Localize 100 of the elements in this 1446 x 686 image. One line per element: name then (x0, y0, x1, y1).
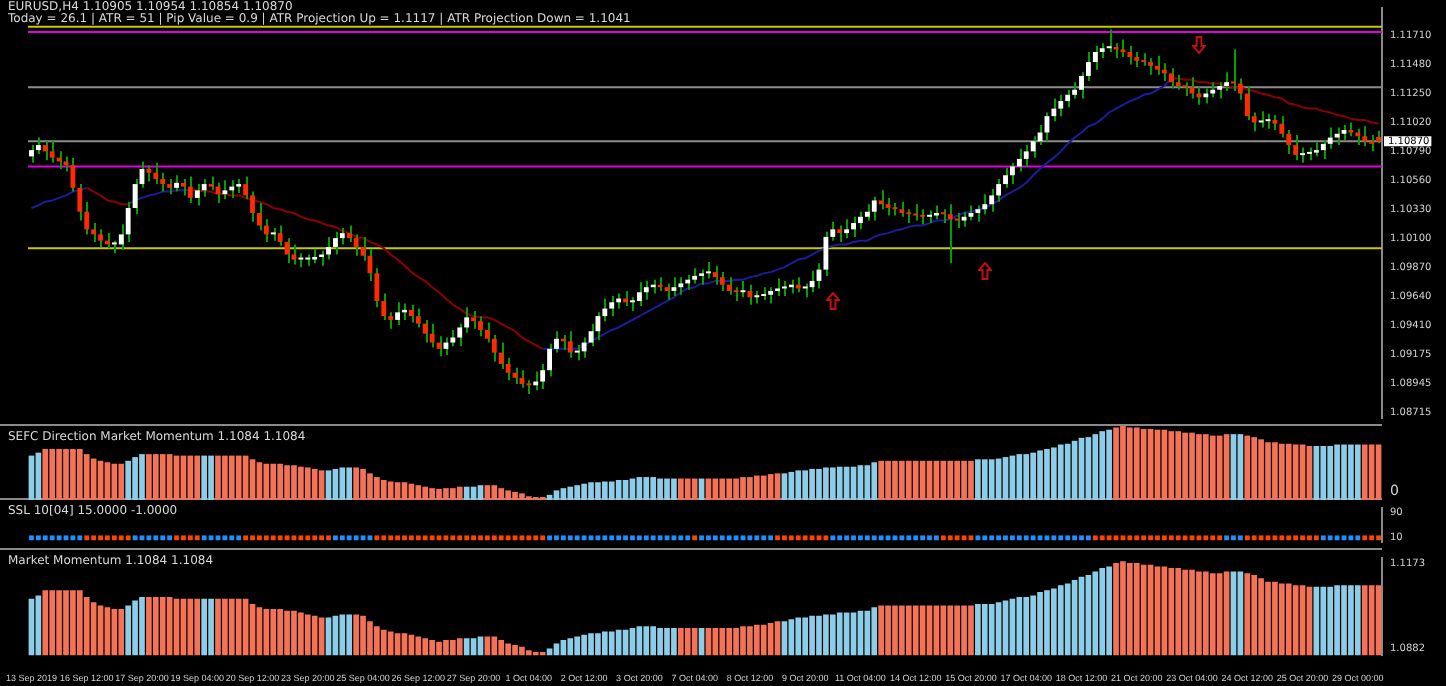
bar (650, 477, 657, 500)
bar (1064, 443, 1071, 500)
candlestick (1320, 139, 1326, 160)
bar (753, 475, 760, 500)
bar (146, 454, 152, 500)
bar (125, 460, 131, 500)
bar (228, 455, 235, 500)
candlestick (1155, 54, 1160, 76)
bar (118, 463, 125, 500)
bar (139, 454, 145, 500)
candlestick (395, 301, 401, 326)
bar (733, 478, 739, 500)
bar (912, 460, 919, 500)
candlestick (1279, 115, 1285, 139)
bar (422, 486, 429, 500)
bar (1285, 443, 1292, 500)
bar (1272, 442, 1278, 500)
bar (463, 486, 470, 500)
bar (795, 470, 802, 500)
bar (988, 459, 995, 500)
candlestick (1362, 125, 1368, 148)
bar (49, 448, 56, 500)
candlestick (498, 341, 504, 370)
bar (505, 490, 511, 500)
bar (1354, 444, 1361, 500)
candlestick (1224, 71, 1229, 93)
candlestick (353, 233, 359, 257)
bar (63, 448, 69, 500)
bar (215, 455, 221, 500)
bar (747, 477, 753, 500)
bar (1044, 448, 1050, 500)
candlestick (851, 215, 856, 238)
candlestick (222, 179, 228, 201)
candlestick (1244, 84, 1250, 121)
bar (1127, 427, 1133, 500)
bar (1189, 432, 1195, 500)
bar (740, 477, 746, 500)
candlestick (844, 218, 850, 240)
bar (1133, 427, 1140, 500)
bar (1113, 427, 1119, 500)
bar (560, 488, 567, 500)
candlestick (878, 189, 884, 211)
bar (1175, 431, 1182, 500)
bar (968, 460, 974, 500)
candlestick (160, 171, 166, 193)
bar (374, 477, 380, 500)
candlestick (747, 283, 753, 306)
candlestick (913, 203, 919, 222)
bar (450, 488, 456, 500)
bar (671, 478, 677, 500)
bar (602, 481, 608, 500)
bar (56, 448, 62, 500)
bar (892, 460, 898, 500)
bar (512, 491, 518, 500)
bar (387, 481, 394, 500)
bar (961, 460, 967, 500)
bar (1258, 439, 1264, 500)
bar (1279, 443, 1285, 500)
bar (677, 478, 684, 500)
bar (664, 478, 670, 500)
candlestick (636, 281, 642, 308)
candlestick (153, 161, 159, 186)
bar (1168, 431, 1175, 500)
bar (574, 485, 581, 500)
bar (595, 482, 601, 500)
bar (1341, 444, 1347, 500)
bar (1361, 444, 1368, 500)
candlestick (947, 203, 953, 265)
candlestick (333, 230, 338, 256)
bar (222, 455, 228, 500)
bar (70, 448, 76, 500)
bar (588, 482, 594, 500)
candlestick (982, 193, 988, 216)
bar (132, 457, 138, 500)
bar (76, 448, 83, 500)
bar (726, 478, 733, 500)
candlestick (478, 315, 483, 338)
bar (263, 463, 270, 500)
bar (1099, 431, 1106, 500)
candlestick (415, 307, 421, 329)
candlestick (643, 279, 649, 301)
bar (235, 455, 242, 500)
bar (360, 468, 366, 500)
bar (1120, 426, 1126, 500)
bar (311, 468, 318, 500)
candlestick (1127, 44, 1133, 66)
candlestick (326, 235, 331, 261)
bar (353, 467, 359, 500)
bar (429, 488, 435, 500)
bar (152, 454, 159, 500)
bar (760, 475, 767, 500)
bar (1030, 452, 1036, 500)
bar (1320, 445, 1327, 500)
candlestick (1058, 93, 1064, 118)
bar (1196, 434, 1202, 500)
bar (291, 465, 297, 500)
bar (491, 485, 498, 500)
bar (1023, 454, 1030, 500)
bar (367, 473, 373, 500)
bar (954, 460, 960, 500)
